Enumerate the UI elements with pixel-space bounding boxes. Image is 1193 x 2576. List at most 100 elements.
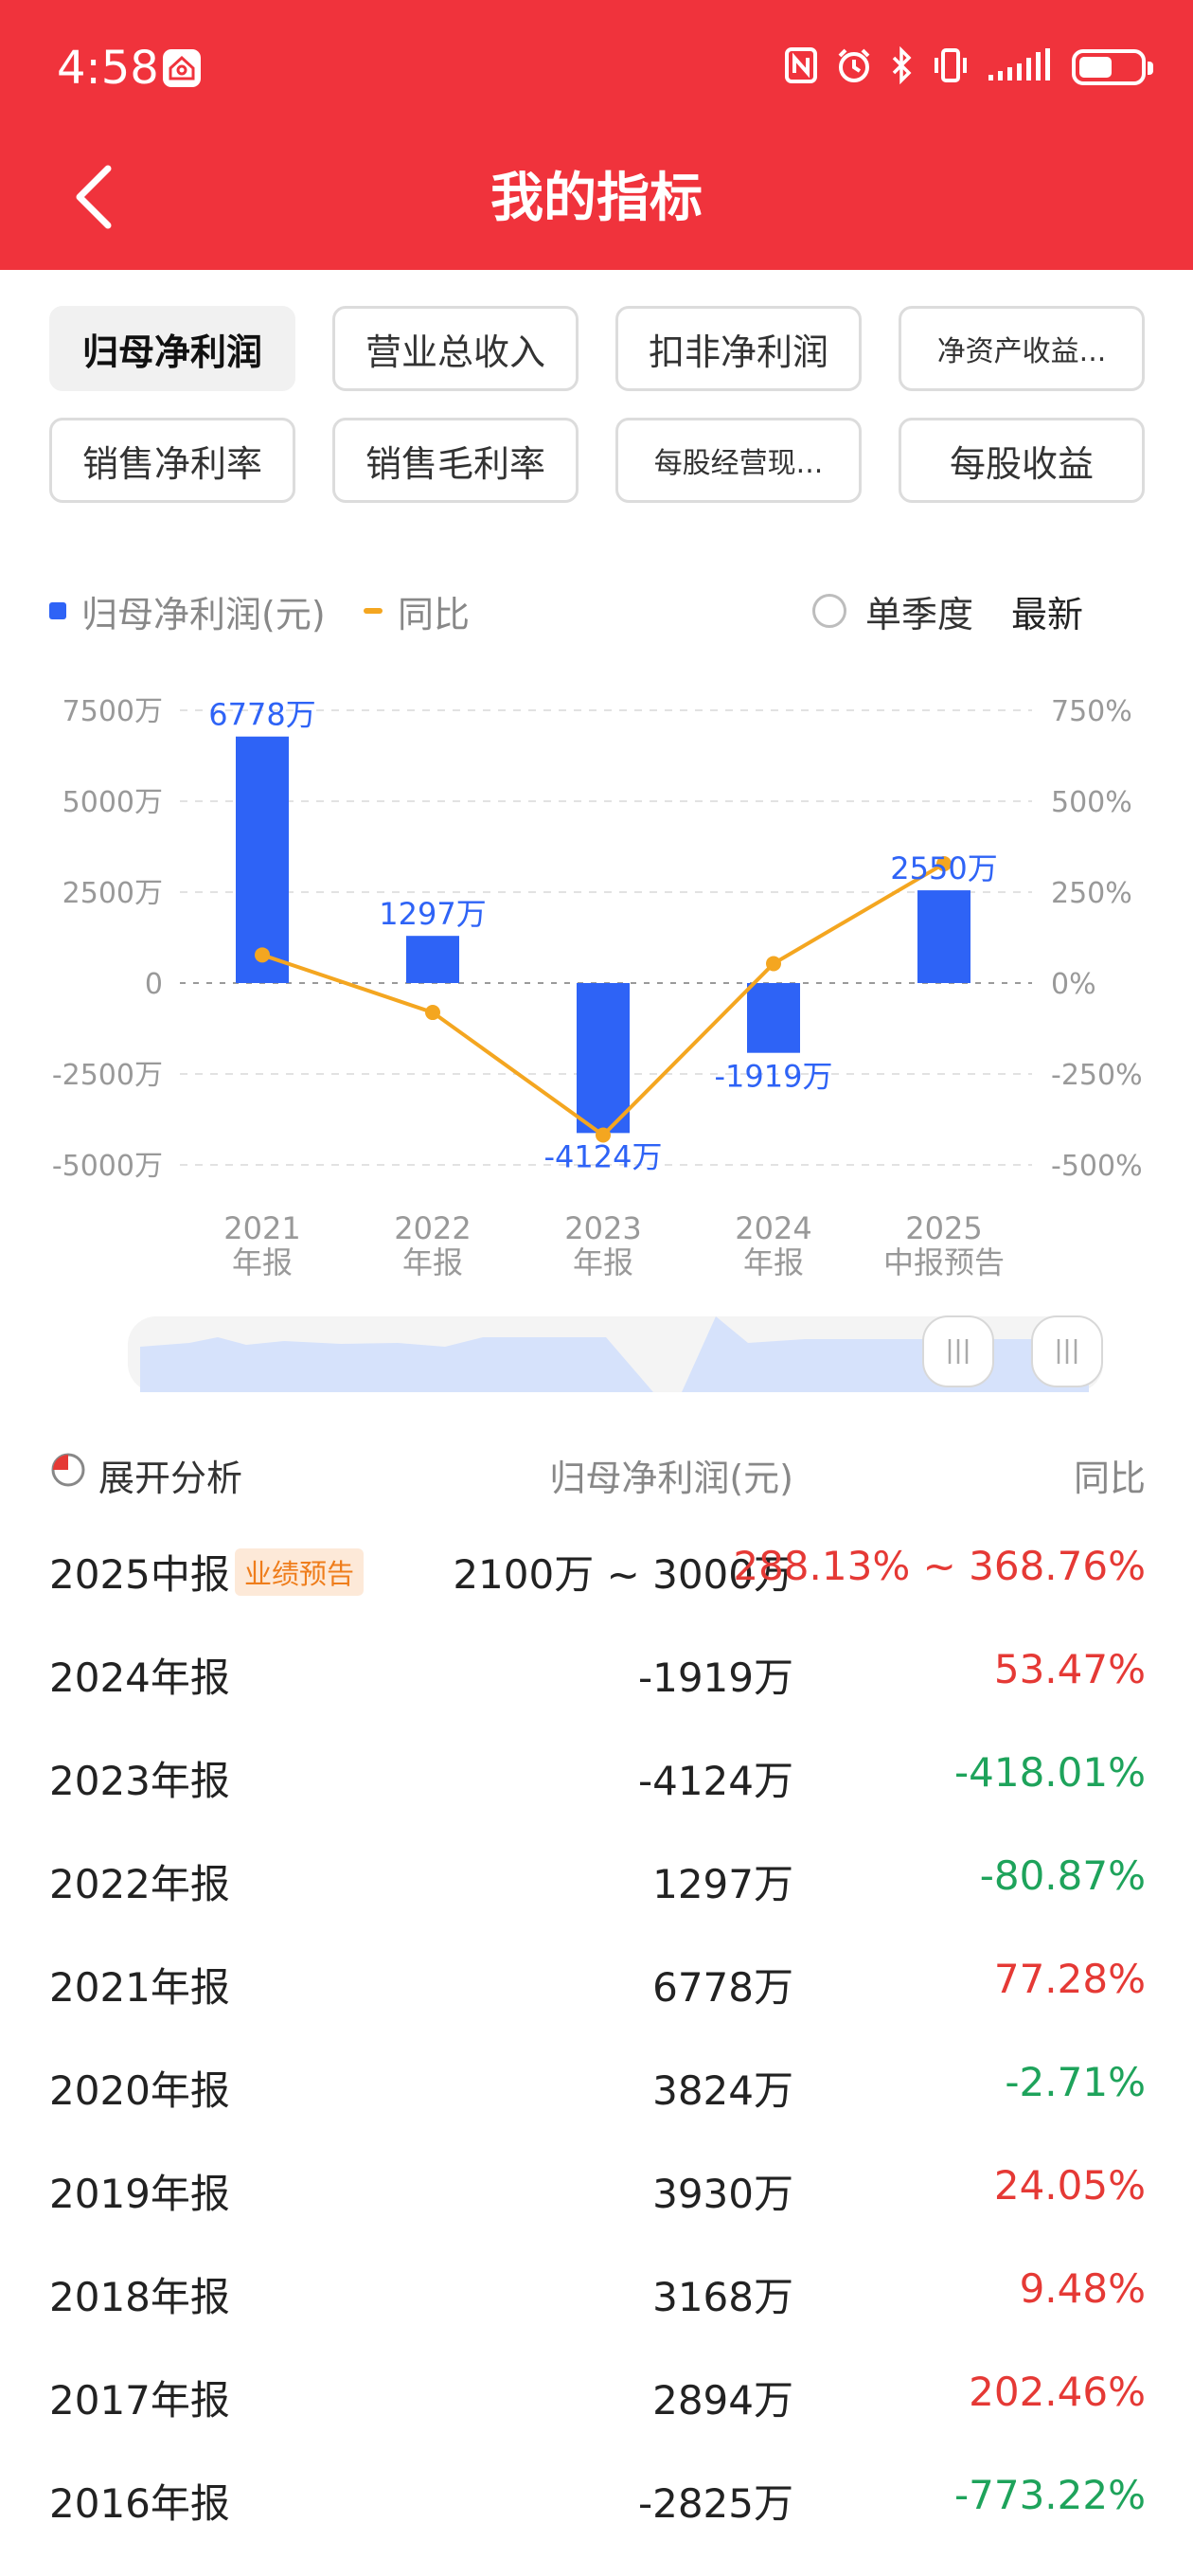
bar-value-label: -1919万 [715,1059,833,1095]
x-axis-tick: 2024 [735,1210,811,1246]
x-axis-tick: 年报 [232,1244,293,1280]
right-axis-tick: 250% [1051,877,1132,910]
table-row[interactable]: 2020年报 3824万 -2.71% [49,2036,1146,2138]
table-row[interactable]: 2023年报 -4124万 -418.01% [49,1726,1146,1829]
row-yoy: -418.01% [953,1749,1146,1796]
row-value: 1297万 [652,1861,793,1907]
row-value: -4124万 [637,1758,793,1804]
row-value: -1919万 [637,1655,793,1701]
row-yoy: -773.22% [953,2472,1146,2518]
table-row[interactable]: 2021年报 6778万 77.28% [49,1933,1146,2035]
bar [747,983,800,1053]
left-axis-tick: 2500万 [62,877,163,910]
signal-icon [987,46,1055,88]
tab-gross-margin[interactable]: 销售毛利率 [332,418,579,503]
status-time: 4:58 [57,42,159,95]
table-row[interactable]: 2019年报 3930万 24.05% [49,2139,1146,2242]
x-axis-tick: 年报 [743,1244,804,1280]
row-value: -2825万 [637,2480,793,2527]
left-axis-tick: 7500万 [62,695,163,728]
x-axis-tick: 2025 [905,1210,982,1246]
tab-operating-cashflow-per-share[interactable]: 每股经营现... [615,418,862,503]
tab-eps[interactable]: 每股收益 [899,418,1145,503]
row-yoy: 9.48% [1019,2265,1146,2312]
table-row[interactable]: 2017年报 2894万 202.46% [49,2346,1146,2448]
vibrate-icon [932,46,970,88]
x-axis-tick: 2023 [564,1210,641,1246]
row-yoy: -2.71% [1005,2059,1146,2105]
left-axis-tick: -2500万 [52,1059,163,1092]
tab-net-profit[interactable]: 归母净利润 [49,306,295,391]
row-value: 2894万 [652,2377,793,2424]
chart-legend: 归母净利润(元) 同比 单季度 最新 [49,582,1146,639]
x-axis-tick: 年报 [573,1244,633,1280]
bar [917,890,970,983]
row-value: 2100万 ~ 3000万 [453,1551,793,1598]
row-period: 2020年报 [49,2067,230,2114]
table-row[interactable]: 2024年报 -1919万 53.47% [49,1623,1146,1726]
latest-button[interactable]: 最新 [1011,593,1084,635]
tab-total-revenue[interactable]: 营业总收入 [332,306,579,391]
row-period: 2023年报 [49,1758,230,1804]
row-yoy: 202.46% [969,2369,1146,2415]
column-header-value: 归母净利润(元) [549,1458,793,1499]
app-notification-icon [163,49,201,87]
bluetooth-icon [890,45,915,88]
bar-value-label: 1297万 [379,896,486,932]
tab-roe[interactable]: 净资产收益... [899,306,1145,391]
single-quarter-label: 单季度 [865,593,974,635]
row-value: 3824万 [652,2067,793,2114]
alarm-icon [835,46,873,88]
yoy-point [425,1005,440,1021]
table-row[interactable]: 2022年报 1297万 -80.87% [49,1830,1146,1932]
right-axis-tick: 750% [1051,695,1132,728]
expand-analysis-button[interactable]: 展开分析 [98,1458,243,1499]
profit-chart: 7500万 5000万 2500万 0 -2500万 -5000万 750% 500% 250%… [52,695,1143,1392]
single-quarter-toggle[interactable]: 单季度 [812,582,973,639]
right-axis-tick: 500% [1051,786,1132,819]
tab-net-margin[interactable]: 销售净利率 [49,418,295,503]
x-axis-tick: 年报 [402,1244,463,1280]
row-period: 2017年报 [49,2377,230,2424]
status-icons [784,44,1153,91]
row-value: 6778万 [652,1964,793,2011]
forecast-badge: 业绩预告 [235,1548,365,1596]
row-yoy: 24.05% [993,2162,1146,2209]
tab-deducted-net-profit[interactable]: 扣非净利润 [615,306,862,391]
yoy-point [766,956,781,972]
yoy-point [255,947,270,963]
row-period: 2024年报 [49,1655,230,1701]
table-row[interactable]: 2016年报 -2825万 -773.22% [49,2449,1146,2551]
row-period: 2021年报 [49,1964,230,2011]
page-title: 我的指标 [490,168,703,229]
legend-line-label: 同比 [398,593,471,635]
row-period: 2019年报 [49,2171,230,2217]
radio-icon[interactable] [812,594,846,628]
table-row[interactable]: 2018年报 3168万 9.48% [49,2243,1146,2345]
left-axis-tick: 5000万 [62,786,163,819]
pie-chart-icon[interactable] [49,1451,87,1489]
left-axis-tick: 0 [145,968,163,1001]
x-axis-tick: 2021 [223,1210,300,1246]
right-axis-tick: -500% [1051,1150,1143,1183]
right-axis-tick: 0% [1051,968,1096,1001]
row-period: 2018年报 [49,2274,230,2320]
yoy-point [596,1127,611,1143]
x-axis-tick: 2022 [394,1210,471,1246]
line-legend-swatch [364,608,383,614]
table-header: 展开分析 归母净利润(元) 同比 [49,1440,1146,1506]
legend-bar-series: 归母净利润(元) [49,582,326,639]
column-header-yoy: 同比 [1073,1458,1146,1499]
row-period: 2016年报 [49,2480,230,2527]
bar-value-label: 2550万 [890,850,997,886]
row-yoy: 77.28% [993,1956,1146,2002]
range-slider-preview [140,1316,1089,1392]
battery-icon [1072,49,1153,85]
top-bar: 4:58 我的指标 [0,0,1193,270]
back-button[interactable] [66,159,123,235]
legend-line-series: 同比 [364,582,470,639]
right-axis-tick: -250% [1051,1059,1143,1092]
table-row[interactable]: 2025中报 业绩预告 2100万 ~ 3000万 288.13% ~ 368.… [49,1520,1146,1622]
row-value: 3930万 [652,2171,793,2217]
row-period: 2025中报 [49,1551,230,1598]
